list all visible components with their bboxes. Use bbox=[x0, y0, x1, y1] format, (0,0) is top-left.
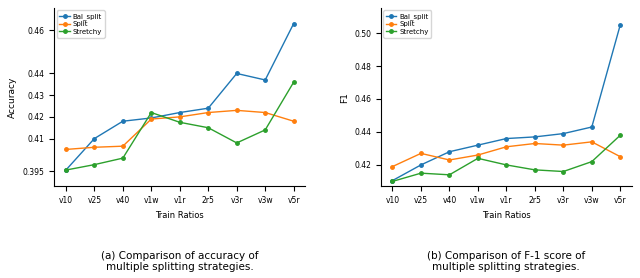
Bal_split bbox=[502, 137, 510, 140]
Stretchy bbox=[388, 180, 396, 183]
Bal_split bbox=[417, 163, 425, 167]
Split bbox=[588, 140, 596, 143]
Split bbox=[388, 165, 396, 168]
Stretchy bbox=[531, 168, 539, 172]
Stretchy bbox=[90, 163, 98, 166]
Split bbox=[261, 111, 269, 114]
Stretchy bbox=[204, 126, 212, 129]
Line: Split: Split bbox=[391, 140, 622, 168]
Bal_split bbox=[176, 111, 184, 114]
Stretchy bbox=[559, 170, 567, 173]
Bal_split bbox=[474, 143, 482, 147]
Split bbox=[445, 158, 453, 162]
Bal_split bbox=[147, 116, 155, 120]
Bal_split bbox=[531, 135, 539, 138]
Stretchy bbox=[261, 128, 269, 131]
X-axis label: Train Ratios: Train Ratios bbox=[156, 211, 204, 220]
Bal_split bbox=[445, 150, 453, 153]
Split bbox=[90, 146, 98, 149]
Line: Bal_split: Bal_split bbox=[391, 23, 622, 182]
Split bbox=[119, 145, 127, 148]
Split bbox=[502, 145, 510, 148]
Line: Stretchy: Stretchy bbox=[64, 80, 296, 172]
Bal_split bbox=[559, 132, 567, 135]
Stretchy bbox=[417, 172, 425, 175]
Split bbox=[147, 117, 155, 121]
Stretchy bbox=[62, 168, 70, 172]
Split bbox=[233, 109, 241, 112]
Bal_split bbox=[204, 106, 212, 110]
Stretchy bbox=[588, 160, 596, 163]
Stretchy bbox=[616, 134, 624, 137]
Split bbox=[616, 155, 624, 158]
Bal_split bbox=[119, 120, 127, 123]
Split bbox=[290, 120, 298, 123]
X-axis label: Train Ratios: Train Ratios bbox=[482, 211, 531, 220]
Bal_split bbox=[62, 168, 70, 172]
Stretchy bbox=[233, 141, 241, 145]
Legend: Bal_split, Split, Stretchy: Bal_split, Split, Stretchy bbox=[383, 10, 431, 38]
Bal_split bbox=[90, 137, 98, 140]
Split bbox=[62, 148, 70, 151]
Text: (b) Comparison of F-1 score of
multiple splitting strategies.: (b) Comparison of F-1 score of multiple … bbox=[428, 251, 586, 272]
Stretchy bbox=[290, 80, 298, 84]
Stretchy bbox=[502, 163, 510, 167]
Bal_split bbox=[388, 179, 396, 182]
Stretchy bbox=[119, 157, 127, 160]
Bal_split bbox=[233, 72, 241, 75]
Stretchy bbox=[176, 121, 184, 124]
Text: (a) Comparison of accuracy of
multiple splitting strategies.: (a) Comparison of accuracy of multiple s… bbox=[101, 251, 259, 272]
Stretchy bbox=[445, 173, 453, 177]
Bal_split bbox=[588, 125, 596, 129]
Bal_split bbox=[616, 23, 624, 26]
Stretchy bbox=[474, 157, 482, 160]
Legend: Bal_split, Split, Stretchy: Bal_split, Split, Stretchy bbox=[56, 10, 105, 38]
Split bbox=[474, 153, 482, 157]
Split bbox=[204, 111, 212, 114]
Line: Split: Split bbox=[64, 109, 296, 151]
Split bbox=[417, 152, 425, 155]
Stretchy bbox=[147, 111, 155, 114]
Split bbox=[559, 143, 567, 147]
Y-axis label: Accuracy: Accuracy bbox=[8, 77, 17, 118]
Split bbox=[176, 115, 184, 118]
Bal_split bbox=[261, 78, 269, 82]
Split bbox=[531, 142, 539, 145]
Y-axis label: F1: F1 bbox=[340, 92, 349, 103]
Line: Bal_split: Bal_split bbox=[64, 22, 296, 172]
Line: Stretchy: Stretchy bbox=[391, 133, 622, 183]
Bal_split bbox=[290, 22, 298, 25]
